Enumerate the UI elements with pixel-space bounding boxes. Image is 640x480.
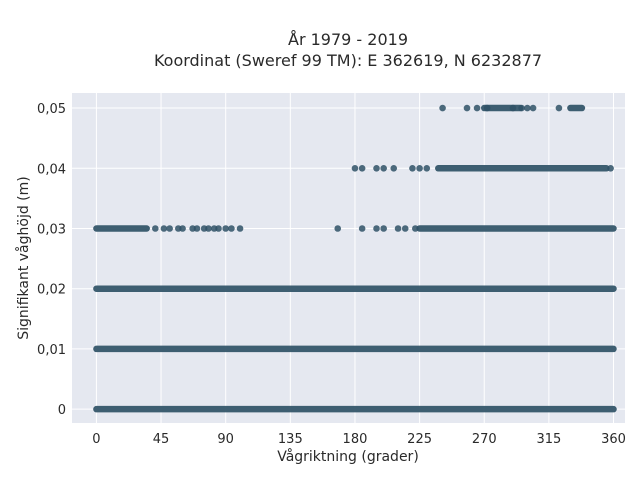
data-point: [607, 164, 614, 172]
y-axis-title: Signifikant våghöjd (m): [15, 176, 32, 339]
x-tick-label: 225: [407, 432, 432, 447]
data-point: [236, 225, 244, 232]
data-point: [439, 104, 446, 112]
x-axis-title: Vågriktning (grader): [277, 448, 419, 465]
data-point: [555, 104, 563, 112]
data-point: [473, 104, 481, 112]
data-point: [222, 225, 229, 232]
data-point: [380, 164, 387, 172]
x-tick-label: 315: [536, 432, 561, 447]
data-point: [409, 164, 416, 172]
x-tick-labels: 0 45 90 135 180 225 270 315 360: [92, 432, 626, 447]
data-point: [373, 164, 380, 172]
x-tick-label: 45: [153, 432, 170, 447]
y-tick-label: 0,02: [37, 283, 66, 298]
chart-title-line1: År 1979 - 2019: [288, 30, 408, 49]
data-point: [423, 164, 431, 172]
data-point: [483, 104, 491, 112]
y-tick-label: 0,03: [37, 222, 66, 237]
data-point: [228, 225, 235, 232]
x-tick-label: 270: [472, 432, 497, 447]
data-point: [411, 225, 419, 232]
data-point: [358, 164, 366, 172]
data-point: [351, 164, 359, 172]
data-point: [160, 225, 168, 232]
data-point: [509, 104, 517, 112]
y-tick-label: 0,01: [37, 343, 66, 358]
data-point: [193, 225, 201, 232]
data-point: [394, 225, 402, 232]
x-tick-label: 180: [343, 432, 368, 447]
data-point: [152, 225, 159, 232]
y-tick-label: 0: [58, 403, 66, 418]
data-point: [358, 225, 366, 232]
data-point: [215, 225, 222, 232]
y-tick-labels: 0 0,01 0,02 0,03 0,04 0,05: [37, 102, 66, 418]
y-tick-label: 0,04: [37, 162, 66, 177]
x-tick-label: 90: [217, 432, 234, 447]
data-point: [334, 225, 342, 232]
data-point: [524, 104, 531, 112]
plot-area: [72, 93, 625, 423]
data-point: [463, 104, 471, 112]
x-tick-label: 0: [92, 432, 100, 447]
data-point: [390, 164, 398, 172]
data-points: [93, 104, 617, 413]
chart-title-line2: Koordinat (Sweref 99 TM): E 362619, N 62…: [154, 51, 542, 70]
data-point: [205, 225, 212, 232]
data-point: [416, 164, 423, 172]
data-point: [166, 225, 173, 232]
data-point: [380, 225, 387, 232]
data-point: [401, 225, 409, 232]
data-point: [179, 225, 186, 232]
data-point: [518, 104, 525, 112]
data-point: [373, 225, 380, 232]
y-tick-label: 0,05: [37, 102, 66, 117]
x-tick-label: 360: [601, 432, 626, 447]
data-point: [529, 104, 537, 112]
x-tick-label: 135: [278, 432, 303, 447]
